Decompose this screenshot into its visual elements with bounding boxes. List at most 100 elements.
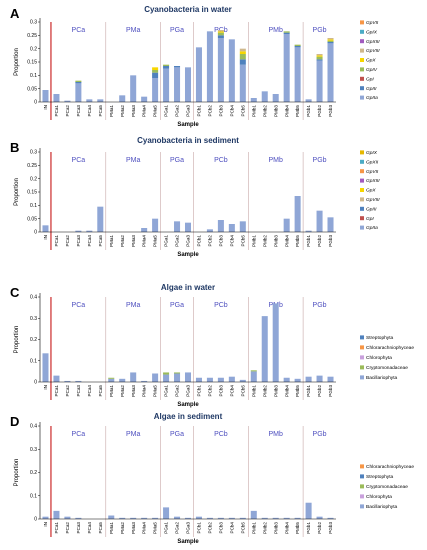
legend-swatch (360, 95, 364, 100)
y-axis-label: Proportion (14, 459, 20, 487)
x-tick-label: PGb2 (317, 235, 322, 247)
bar-Bacillariophyta (184, 517, 192, 519)
y-tick-label: 0.4 (30, 295, 37, 301)
bar-Bacillariophyta (119, 378, 126, 382)
legend-label: GpVII (366, 20, 379, 26)
x-tick-label: PGa3 (186, 105, 191, 117)
y-tick-label: 0 (34, 100, 37, 106)
legend-label: Chlorophyta (366, 494, 392, 500)
legend-label: GpXIII (366, 178, 380, 184)
x-tick-label: PCa4 (87, 235, 92, 247)
x-tick-label: PMa1 (109, 105, 114, 117)
bar-Bacillariophyta (327, 517, 334, 519)
y-tick-label: 0.1 (30, 493, 37, 499)
x-tick-label: PCa4 (87, 105, 92, 117)
bar-Bacillariophyta (250, 510, 257, 519)
group-label: PGb (313, 157, 327, 164)
legend-swatch (360, 206, 364, 211)
x-tick-label: PCa3 (76, 105, 81, 117)
x-tick-label: PGb2 (317, 105, 322, 117)
bar-GpX (152, 67, 159, 70)
x-tick-label: PCa2 (65, 235, 70, 247)
legend-swatch (360, 159, 364, 164)
bar-Bacillariophyta (206, 517, 213, 519)
x-tick-label: PMb1 (251, 235, 256, 247)
x-tick-label: PMb5 (295, 105, 300, 117)
bar-Bacillariophyta (283, 377, 290, 382)
x-tick-label: PGa2 (175, 235, 180, 247)
bar-GpX (217, 31, 224, 33)
bar-GpVIII (217, 30, 224, 32)
y-axis-label: Proportion (14, 326, 20, 354)
x-tick-label: PMb5 (295, 385, 300, 397)
y-tick-label: 0.05 (27, 86, 37, 92)
x-tick-label: PMb2 (262, 105, 267, 117)
legend-swatch (360, 365, 364, 370)
legend-label: Chlorophyta (366, 355, 392, 361)
bar-GpIV (283, 31, 290, 33)
x-tick-label: PMb2 (262, 385, 267, 397)
legend-label: GpVII (366, 169, 379, 175)
bar-GpIIa (316, 60, 323, 102)
y-tick-label: 0.3 (30, 447, 37, 453)
legend-swatch (360, 169, 364, 174)
x-tick-label: PGb1 (306, 385, 311, 397)
x-tick-label: PGa2 (175, 105, 180, 117)
x-axis-label: Sample (177, 122, 199, 128)
bar-Bacillariophyta (42, 516, 49, 519)
legend-swatch (360, 494, 364, 499)
x-tick-label: PCa5 (98, 235, 103, 247)
bar-GpIIa (195, 47, 202, 102)
x-axis-label: Sample (177, 539, 199, 545)
legend-label: GpXII (366, 159, 379, 165)
bar-Bacillariophyta (195, 377, 202, 382)
bar-GpIIa (239, 221, 246, 232)
group-label: PMa (126, 157, 141, 164)
legend-label: Chlorarachniophyceae (366, 464, 414, 470)
x-tick-label: PCa5 (98, 385, 103, 397)
x-tick-label: IN (43, 522, 48, 527)
x-tick-label: PMa2 (120, 235, 125, 247)
chart-panel-1: A Cyanobacteria in water 0 0.05 0.1 0.15 0.2 0.… (10, 5, 380, 128)
x-tick-label: PGa3 (186, 522, 191, 534)
x-tick-label: PMb3 (273, 105, 278, 117)
x-tick-label: PCa3 (76, 235, 81, 247)
x-tick-label: PCb4 (229, 235, 234, 247)
legend-label: Bacillariophyta (366, 375, 398, 381)
legend-label: GpVIII (366, 48, 380, 54)
bar-Bacillariophyta (239, 379, 246, 382)
bar-GpIIa (42, 90, 49, 102)
bar-GpIIa (228, 224, 235, 232)
bar-GpIIa (206, 229, 213, 232)
legend-label: GpIII (366, 86, 377, 92)
bar-GpVIII (316, 54, 323, 56)
x-tick-label: PCb3 (218, 385, 223, 397)
x-tick-label: PGa1 (164, 522, 169, 534)
chart-title: Algae in water (161, 283, 215, 292)
x-tick-label: PCa1 (54, 385, 59, 397)
bar-Bacillariophyta (250, 371, 257, 382)
x-tick-label: PMa5 (153, 385, 158, 397)
bar-Bacillariophyta (272, 303, 279, 382)
bar-Bacillariophyta (272, 517, 279, 519)
legend-swatch (360, 345, 364, 350)
y-tick-label: 0.2 (30, 337, 37, 343)
chart-panel-4: D Algae in sediment 0 0.1 0.2 0.3 0.4 Proportio… (10, 412, 414, 545)
legend-swatch (360, 150, 364, 155)
bar-GpIV (327, 40, 334, 42)
x-tick-label: PMa3 (131, 522, 136, 534)
bar-GpIV (294, 44, 301, 46)
x-tick-label: PMb1 (251, 522, 256, 534)
legend-swatch (360, 188, 364, 192)
chart-title: Cyanobacteria in sediment (137, 136, 239, 145)
x-tick-label: PMa4 (142, 235, 147, 247)
y-tick-label: 0.15 (27, 60, 37, 66)
bar-GpIIa (86, 230, 93, 232)
x-tick-label: PCb4 (229, 522, 234, 534)
bar-GpIII (316, 59, 323, 61)
chart-title: Algae in sediment (154, 412, 223, 421)
x-tick-label: PMb1 (251, 385, 256, 397)
group-label: PMb (269, 431, 284, 438)
x-tick-label: PGa3 (186, 235, 191, 247)
